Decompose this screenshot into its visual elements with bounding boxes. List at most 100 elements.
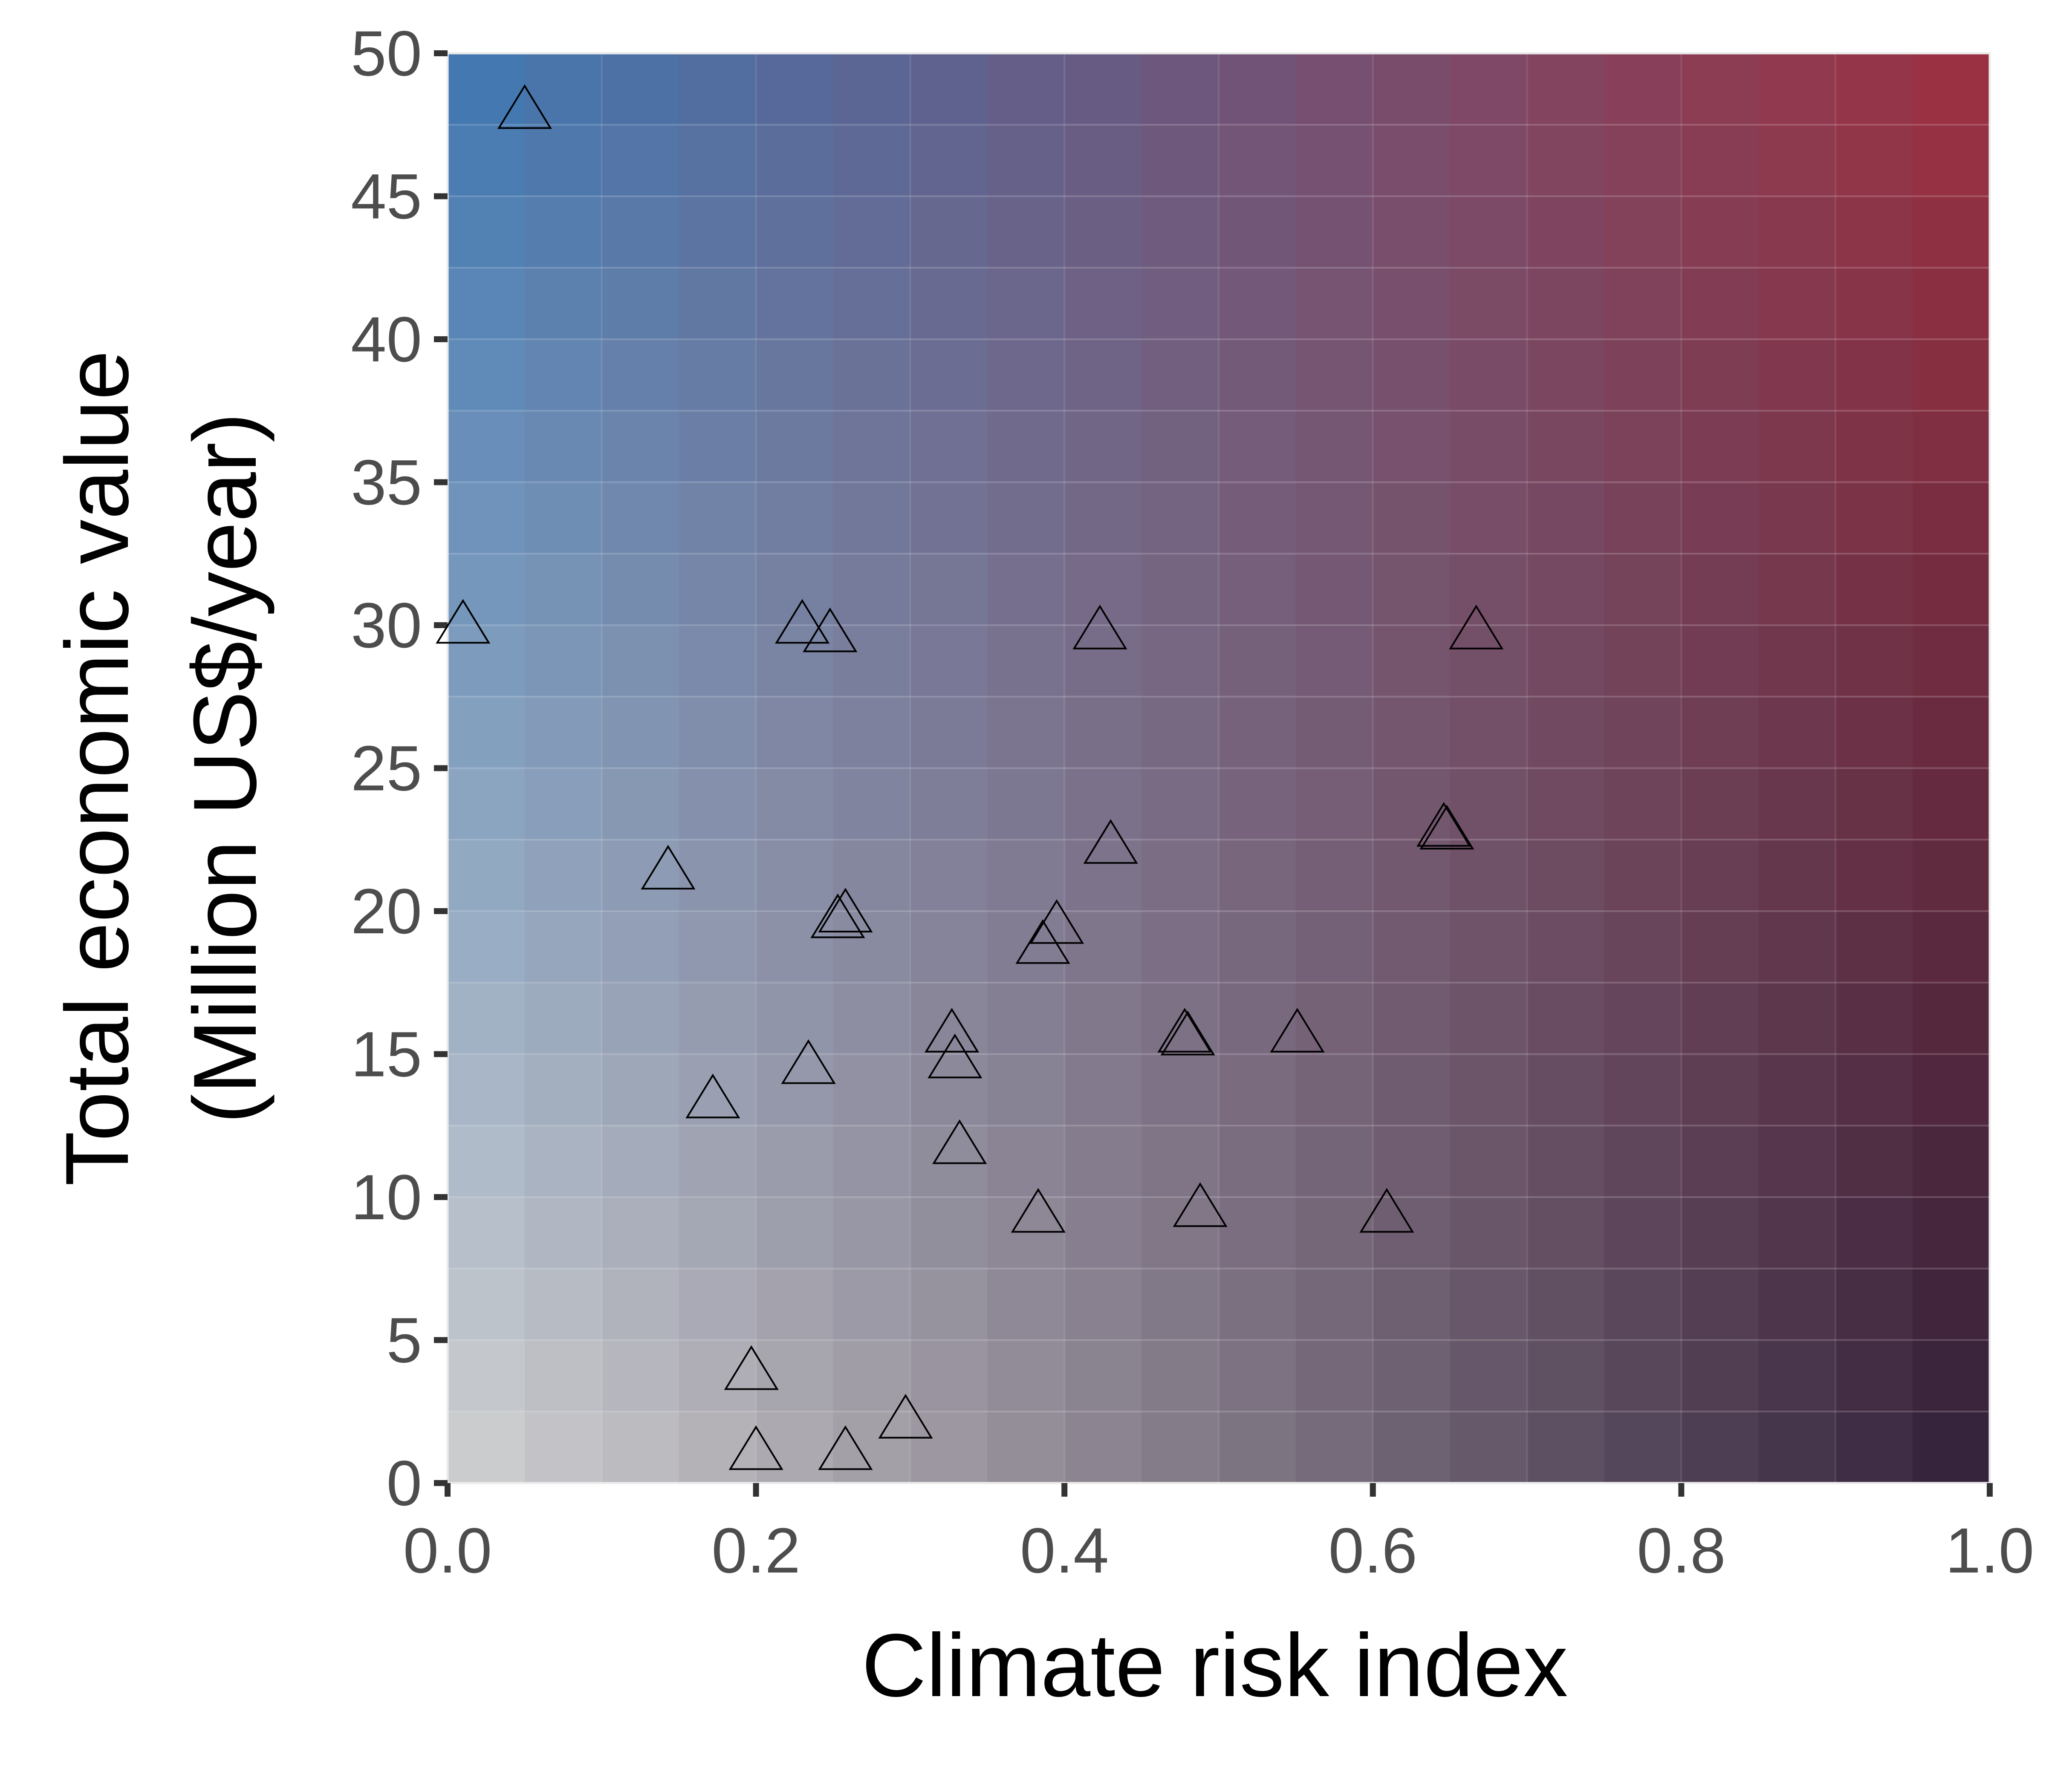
- background-tile: [1835, 53, 1913, 125]
- background-tile: [448, 410, 525, 483]
- background-tile: [524, 982, 602, 1055]
- background-tile: [756, 268, 834, 340]
- background-tile: [833, 696, 911, 769]
- background-tile: [1219, 554, 1296, 626]
- background-tile: [1913, 696, 1990, 769]
- background-tile: [756, 1268, 834, 1341]
- background-tile: [833, 1197, 911, 1269]
- background-tile: [1913, 410, 1990, 483]
- background-tile: [1758, 124, 1836, 197]
- data-point: [925, 1007, 980, 1053]
- y-tick-label: 15: [351, 1019, 422, 1090]
- background-tile: [1141, 1268, 1219, 1341]
- background-tile: [756, 625, 834, 697]
- background-tile: [1373, 625, 1451, 697]
- background-tile: [833, 554, 911, 626]
- background-tile: [910, 554, 988, 626]
- data-point: [928, 1033, 983, 1079]
- background-tile: [1681, 625, 1759, 697]
- background-tile: [601, 911, 679, 983]
- background-tile: [756, 1125, 834, 1198]
- background-tile: [1913, 840, 1990, 912]
- background-tile: [1141, 1411, 1219, 1483]
- background-tile: [1219, 696, 1296, 769]
- background-tile: [910, 982, 988, 1055]
- background-tile: [1373, 339, 1451, 411]
- background-tile: [756, 768, 834, 840]
- background-tile: [833, 482, 911, 554]
- background-tile: [1913, 911, 1990, 983]
- background-tile: [987, 268, 1065, 340]
- background-tile: [1295, 482, 1373, 554]
- background-tile: [1141, 410, 1219, 483]
- background-tile: [524, 768, 602, 840]
- background-tile: [1141, 1340, 1219, 1412]
- background-tile: [1295, 768, 1373, 840]
- background-tile: [1527, 482, 1605, 554]
- background-tile: [1527, 840, 1605, 912]
- background-tile: [524, 1125, 602, 1198]
- background-tile: [1450, 911, 1528, 983]
- background-tile: [1835, 982, 1913, 1055]
- background-tile: [1527, 1340, 1605, 1412]
- background-tile: [524, 1197, 602, 1269]
- background-tile: [1141, 1125, 1219, 1198]
- background-tile: [1064, 911, 1142, 983]
- background-tile: [1527, 1054, 1605, 1126]
- background-tile: [679, 625, 757, 697]
- background-tile: [1527, 768, 1605, 840]
- background-tile: [987, 482, 1065, 554]
- background-tile: [1913, 482, 1990, 554]
- background-tile: [1295, 268, 1373, 340]
- background-tile: [987, 1054, 1065, 1126]
- background-tile: [1527, 124, 1605, 197]
- background-tile: [524, 482, 602, 554]
- background-tile: [1064, 482, 1142, 554]
- background-tile: [1373, 696, 1451, 769]
- background-tile: [679, 696, 757, 769]
- background-tile: [833, 268, 911, 340]
- background-tile: [1373, 410, 1451, 483]
- background-tile: [448, 196, 525, 268]
- background-tile: [1835, 268, 1913, 340]
- background-tile: [910, 840, 988, 912]
- background-tile: [679, 124, 757, 197]
- background-tile: [1604, 1125, 1682, 1198]
- background-tile: [1450, 124, 1528, 197]
- y-tick-label: 40: [351, 303, 422, 375]
- background-tile: [1295, 1125, 1373, 1198]
- background-tile: [756, 840, 834, 912]
- background-tile: [1758, 911, 1836, 983]
- background-tile: [1835, 482, 1913, 554]
- background-tile: [1913, 1054, 1990, 1126]
- background-tile: [1527, 625, 1605, 697]
- background-tile: [524, 911, 602, 983]
- background-tile: [987, 196, 1065, 268]
- background-tile: [1219, 1411, 1296, 1483]
- background-tile: [601, 696, 679, 769]
- background-tile: [1064, 982, 1142, 1055]
- background-tile: [448, 53, 525, 125]
- background-tile: [833, 1054, 911, 1126]
- background-tile: [601, 1197, 679, 1269]
- background-tile: [1450, 1197, 1528, 1269]
- background-tile: [1835, 410, 1913, 483]
- background-tile: [833, 1340, 911, 1412]
- background-tile: [1064, 196, 1142, 268]
- background-tile: [1835, 1125, 1913, 1198]
- background-tile: [1450, 482, 1528, 554]
- background-tile: [679, 840, 757, 912]
- background-tile: [1219, 625, 1296, 697]
- background-tile: [1450, 410, 1528, 483]
- background-tile: [1604, 696, 1682, 769]
- data-point: [1160, 1010, 1215, 1056]
- x-axis: 0.0 0.2 0.4 0.6 0.8 1.0: [403, 1483, 2034, 1586]
- background-tile: [1141, 1197, 1219, 1269]
- background-tile: [1450, 1125, 1528, 1198]
- background-tile: [833, 911, 911, 983]
- background-tile: [1681, 696, 1759, 769]
- data-points: [436, 84, 1504, 1470]
- data-point: [1449, 604, 1504, 649]
- background-tile: [1450, 840, 1528, 912]
- background-tile: [448, 911, 525, 983]
